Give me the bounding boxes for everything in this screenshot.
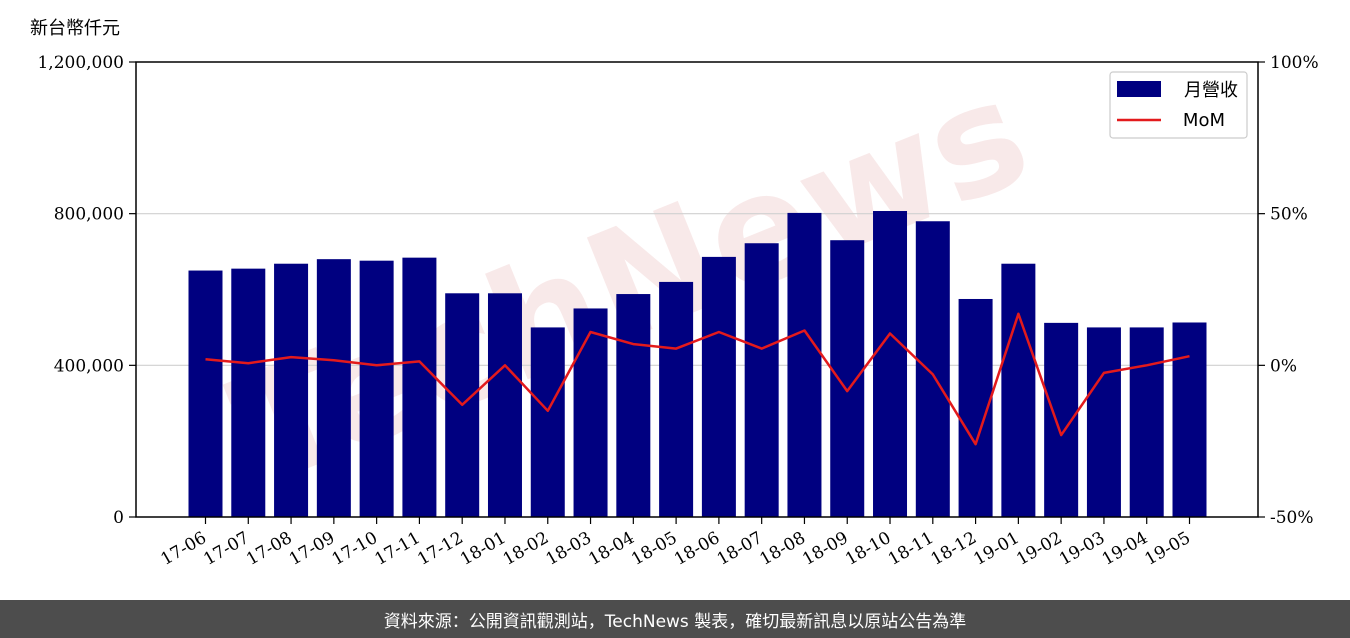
bar-18-05 [659, 281, 694, 517]
bar-19-03 [1086, 327, 1121, 517]
bar-17-06 [188, 270, 223, 517]
x-tick-label-18-07: 18-07 [714, 528, 766, 570]
legend: 月營收 MoM [1109, 71, 1248, 139]
x-tick-label-17-07: 17-07 [200, 528, 252, 570]
x-tick-label-18-02: 18-02 [500, 528, 552, 570]
source-footer: 資料來源：公開資訊觀測站，TechNews 製表，確切最新訊息以原站公告為準 [0, 600, 1350, 638]
x-tick-label-19-01: 19-01 [970, 528, 1022, 570]
bar-18-11 [915, 221, 950, 517]
footer-text: 資料來源：公開資訊觀測站，TechNews 製表，確切最新訊息以原站公告為準 [383, 611, 967, 632]
mom-line [205, 312, 1190, 446]
bar-18-08 [787, 212, 822, 518]
bar-18-02 [530, 327, 565, 517]
x-tick-label-18-09: 18-09 [799, 528, 851, 570]
bar-17-10 [359, 260, 394, 517]
left-y-axis: 0 400,000 800,000 1,200,000 [37, 53, 136, 528]
right-tick-label: 100% [1270, 53, 1319, 73]
bar-19-04 [1129, 327, 1164, 517]
left-tick-label: 400,000 [54, 356, 124, 376]
x-tick-label-18-08: 18-08 [757, 528, 809, 570]
x-tick-label-18-10: 18-10 [842, 528, 894, 570]
right-tick-label: 50% [1270, 205, 1308, 225]
bar-18-01 [487, 293, 522, 517]
bar-17-07 [231, 268, 266, 517]
x-tick-label-17-09: 17-09 [286, 528, 338, 570]
x-tick-label-17-06: 17-06 [158, 528, 210, 570]
x-tick-label-19-03: 19-03 [1056, 528, 1108, 570]
bar-18-09 [830, 240, 865, 518]
mom-line-series [205, 312, 1190, 446]
bar-18-10 [873, 211, 908, 517]
x-tick-label-19-02: 19-02 [1013, 528, 1065, 570]
revenue-bars [188, 211, 1207, 518]
bar-17-11 [402, 257, 437, 517]
x-tick-label-18-11: 18-11 [885, 528, 937, 570]
legend-label-line: MoM [1183, 110, 1225, 131]
x-tick-label-19-04: 19-04 [1099, 528, 1151, 570]
bar-17-09 [316, 259, 351, 517]
x-tick-label-17-10: 17-10 [329, 528, 381, 570]
x-tick-label-18-12: 18-12 [928, 528, 980, 570]
bar-19-05 [1172, 322, 1207, 517]
bar-18-07 [744, 243, 779, 517]
x-axis: 17-0617-0717-0817-0917-1017-1117-1218-01… [158, 517, 1194, 570]
x-tick-label-18-03: 18-03 [543, 528, 595, 570]
bar-18-03 [573, 308, 608, 517]
bar-19-01 [1001, 263, 1036, 517]
x-tick-label-17-08: 17-08 [243, 528, 295, 570]
y-axis-unit-label: 新台幣仟元 [30, 18, 120, 39]
x-tick-label-18-06: 18-06 [671, 528, 723, 570]
x-tick-label-17-11: 17-11 [371, 528, 423, 570]
left-tick-label: 0 [113, 508, 124, 528]
x-tick-label-18-01: 18-01 [457, 528, 509, 570]
x-tick-label-17-12: 17-12 [414, 528, 466, 570]
legend-label-bar: 月營收 [1184, 80, 1238, 101]
right-tick-label: 0% [1270, 356, 1297, 376]
bar-18-06 [701, 256, 736, 517]
right-tick-label: -50% [1270, 508, 1314, 528]
right-y-axis: -50% 0% 50% 100% [1258, 53, 1319, 528]
x-tick-label-18-05: 18-05 [628, 528, 680, 570]
plot-frame [135, 61, 1259, 518]
bar-18-04 [616, 294, 651, 517]
legend-swatch-bar [1117, 81, 1161, 97]
x-tick-label-19-05: 19-05 [1142, 528, 1194, 570]
left-tick-label: 800,000 [54, 205, 124, 225]
x-tick-label-18-04: 18-04 [585, 528, 637, 570]
bar-17-08 [274, 263, 309, 517]
left-tick-label: 1,200,000 [37, 53, 124, 73]
